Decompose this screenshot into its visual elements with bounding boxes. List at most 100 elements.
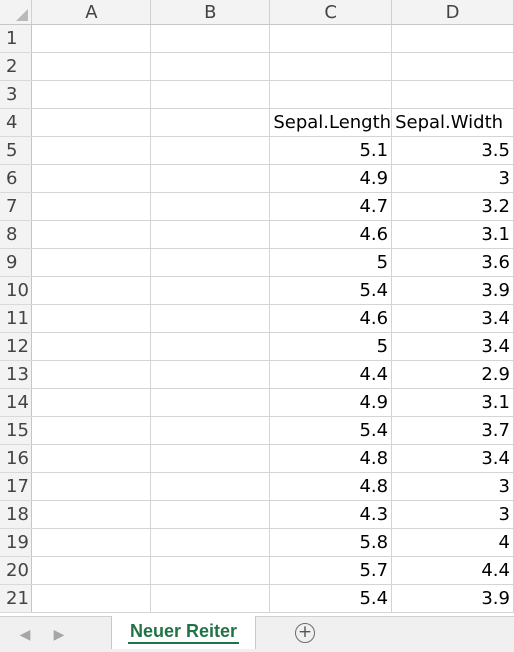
cell-c14[interactable]: 4.9 (269, 388, 393, 417)
cell-c13[interactable]: 4.4 (269, 360, 393, 389)
cell-a21[interactable] (31, 584, 152, 613)
cell-a1[interactable] (31, 24, 152, 53)
cell-a11[interactable] (31, 304, 152, 333)
row-header[interactable]: 21 (0, 584, 33, 613)
cell-b12[interactable] (150, 332, 271, 361)
cell-a18[interactable] (31, 500, 152, 529)
row-header[interactable]: 2 (0, 52, 33, 81)
cell-d2[interactable] (391, 52, 514, 81)
select-all-corner[interactable] (0, 0, 33, 25)
cell-c21[interactable]: 5.4 (269, 584, 393, 613)
row-header[interactable]: 10 (0, 276, 33, 305)
cell-b2[interactable] (150, 52, 271, 81)
cell-b16[interactable] (150, 444, 271, 473)
cell-a4[interactable] (31, 108, 152, 137)
cell-c6[interactable]: 4.9 (269, 164, 393, 193)
cell-c9[interactable]: 5 (269, 248, 393, 277)
cell-d21[interactable]: 3.9 (391, 584, 514, 613)
cell-a8[interactable] (31, 220, 152, 249)
cell-d11[interactable]: 3.4 (391, 304, 514, 333)
cell-d10[interactable]: 3.9 (391, 276, 514, 305)
cell-a2[interactable] (31, 52, 152, 81)
cell-d13[interactable]: 2.9 (391, 360, 514, 389)
cell-d8[interactable]: 3.1 (391, 220, 514, 249)
cell-d16[interactable]: 3.4 (391, 444, 514, 473)
cell-d1[interactable] (391, 24, 514, 53)
row-header[interactable]: 16 (0, 444, 33, 473)
cell-a16[interactable] (31, 444, 152, 473)
cell-b4[interactable] (150, 108, 271, 137)
cell-b10[interactable] (150, 276, 271, 305)
cell-d3[interactable] (391, 80, 514, 109)
row-header[interactable]: 1 (0, 24, 33, 53)
cell-b17[interactable] (150, 472, 271, 501)
cell-b5[interactable] (150, 136, 271, 165)
cell-b7[interactable] (150, 192, 271, 221)
cell-a14[interactable] (31, 388, 152, 417)
row-header[interactable]: 8 (0, 220, 33, 249)
cell-b20[interactable] (150, 556, 271, 585)
cell-b21[interactable] (150, 584, 271, 613)
cell-a12[interactable] (31, 332, 152, 361)
cell-c11[interactable]: 4.6 (269, 304, 393, 333)
cell-b3[interactable] (150, 80, 271, 109)
cell-a3[interactable] (31, 80, 152, 109)
cell-c5[interactable]: 5.1 (269, 136, 393, 165)
cell-a17[interactable] (31, 472, 152, 501)
cell-d15[interactable]: 3.7 (391, 416, 514, 445)
cell-d6[interactable]: 3 (391, 164, 514, 193)
row-header[interactable]: 3 (0, 80, 33, 109)
cell-b14[interactable] (150, 388, 271, 417)
row-header[interactable]: 9 (0, 248, 33, 277)
cell-c2[interactable] (269, 52, 393, 81)
cell-a6[interactable] (31, 164, 152, 193)
scroll-tabs-left-icon[interactable]: ◀ (19, 627, 31, 643)
cell-d14[interactable]: 3.1 (391, 388, 514, 417)
cell-b15[interactable] (150, 416, 271, 445)
cell-d5[interactable]: 3.5 (391, 136, 514, 165)
row-header[interactable]: 18 (0, 500, 33, 529)
cell-b18[interactable] (150, 500, 271, 529)
cell-c12[interactable]: 5 (269, 332, 393, 361)
cell-b11[interactable] (150, 304, 271, 333)
cell-d4[interactable]: Sepal.Width (391, 108, 514, 137)
cell-d9[interactable]: 3.6 (391, 248, 514, 277)
cell-c19[interactable]: 5.8 (269, 528, 393, 557)
column-header-b[interactable]: B (150, 0, 271, 25)
cell-a20[interactable] (31, 556, 152, 585)
cell-a19[interactable] (31, 528, 152, 557)
row-header[interactable]: 5 (0, 136, 33, 165)
cell-c10[interactable]: 5.4 (269, 276, 393, 305)
row-header[interactable]: 12 (0, 332, 33, 361)
column-header-c[interactable]: C (269, 0, 393, 25)
cell-c1[interactable] (269, 24, 393, 53)
row-header[interactable]: 14 (0, 388, 33, 417)
row-header[interactable]: 15 (0, 416, 33, 445)
scroll-tabs-right-icon[interactable]: ▶ (53, 627, 65, 643)
cell-a15[interactable] (31, 416, 152, 445)
row-header[interactable]: 20 (0, 556, 33, 585)
cell-c7[interactable]: 4.7 (269, 192, 393, 221)
cell-a7[interactable] (31, 192, 152, 221)
row-header[interactable]: 17 (0, 472, 33, 501)
cell-a13[interactable] (31, 360, 152, 389)
cell-c20[interactable]: 5.7 (269, 556, 393, 585)
cell-c17[interactable]: 4.8 (269, 472, 393, 501)
row-header[interactable]: 13 (0, 360, 33, 389)
cell-d12[interactable]: 3.4 (391, 332, 514, 361)
cell-c4[interactable]: Sepal.Length (269, 108, 393, 137)
row-header[interactable]: 11 (0, 304, 33, 333)
cell-b1[interactable] (150, 24, 271, 53)
cell-b9[interactable] (150, 248, 271, 277)
column-header-a[interactable]: A (31, 0, 152, 25)
row-header[interactable]: 4 (0, 108, 33, 137)
cell-a9[interactable] (31, 248, 152, 277)
cell-a10[interactable] (31, 276, 152, 305)
cell-b13[interactable] (150, 360, 271, 389)
cell-c8[interactable]: 4.6 (269, 220, 393, 249)
cell-c18[interactable]: 4.3 (269, 500, 393, 529)
cell-a5[interactable] (31, 136, 152, 165)
row-header[interactable]: 6 (0, 164, 33, 193)
cell-b8[interactable] (150, 220, 271, 249)
cell-d7[interactable]: 3.2 (391, 192, 514, 221)
